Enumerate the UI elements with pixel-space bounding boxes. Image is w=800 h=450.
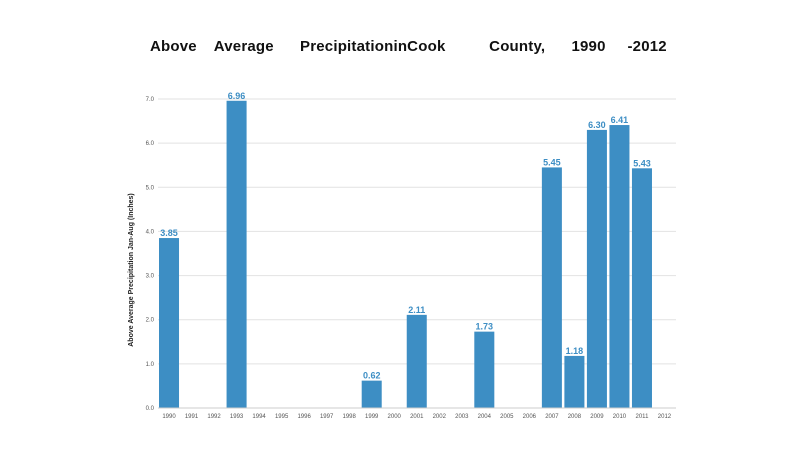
x-tick-label-2006: 2006: [523, 414, 537, 420]
chart-title: Above Average PrecipitationinCook County…: [150, 38, 667, 55]
x-tick-label-2012: 2012: [658, 414, 672, 420]
y-tick-label: 4.0: [146, 229, 155, 235]
data-label-1993: 6.96: [228, 91, 246, 101]
x-tick-label-1997: 1997: [320, 414, 334, 420]
data-label-2001: 2.11: [408, 305, 425, 315]
x-tick-label-1991: 1991: [185, 414, 199, 420]
bar-1990: [159, 238, 180, 408]
y-axis-ticks: 0.0 1.0 2.0 3.0 4.0 5.0 6.0 7.0: [146, 97, 155, 412]
x-tick-label-1994: 1994: [252, 414, 266, 420]
x-tick-label-2004: 2004: [478, 414, 492, 420]
y-axis-title: Above Average Precipitation Jan-Aug (Inc…: [128, 193, 135, 347]
x-tick-label-1999: 1999: [365, 414, 379, 420]
data-label-2007: 5.45: [543, 157, 561, 167]
x-tick-label-1998: 1998: [343, 414, 357, 420]
x-tick-label-2008: 2008: [568, 414, 582, 420]
y-tick-label: 7.0: [146, 97, 155, 103]
bar-2011: [631, 168, 652, 408]
y-tick-label: 6.0: [146, 141, 155, 147]
data-label-2004: 1.73: [476, 322, 494, 332]
x-tick-label-2003: 2003: [455, 414, 469, 420]
x-tick-label-2007: 2007: [545, 414, 559, 420]
bar-2008: [564, 355, 585, 408]
y-tick-label: 1.0: [146, 362, 155, 368]
data-label-2010: 6.41: [611, 115, 629, 125]
x-tick-label-1990: 1990: [162, 414, 176, 420]
x-tick-label-1996: 1996: [297, 414, 311, 420]
y-tick-label: 5.0: [146, 185, 155, 191]
data-label-2009: 6.30: [588, 120, 606, 130]
x-axis-ticks: 1990 1991 1992 1993 1994 1995 1996 1997 1998 1999…: [162, 414, 671, 420]
bar-2007: [541, 167, 562, 408]
y-tick-label: 0.0: [146, 406, 155, 412]
x-tick-label-1993: 1993: [230, 414, 244, 420]
data-label-2011: 5.43: [633, 158, 651, 168]
bars: [159, 100, 652, 409]
x-tick-label-2000: 2000: [388, 414, 402, 420]
bar-1999: [361, 380, 382, 408]
data-label-1999: 0.62: [363, 371, 381, 381]
x-tick-label-1992: 1992: [207, 414, 221, 420]
bar-2001: [406, 314, 427, 408]
x-tick-label-2001: 2001: [410, 414, 424, 420]
y-tick-label: 3.0: [146, 274, 155, 280]
data-label-2008: 1.18: [566, 346, 584, 356]
x-tick-label-1995: 1995: [275, 414, 289, 420]
x-tick-label-2002: 2002: [433, 414, 447, 420]
x-tick-label-2010: 2010: [613, 414, 627, 420]
y-tick-label: 2.0: [146, 318, 155, 324]
data-label-1990: 3.85: [160, 228, 178, 238]
x-tick-label-2009: 2009: [590, 414, 604, 420]
bar-2004: [474, 331, 495, 408]
bar-2009: [586, 129, 607, 408]
x-tick-label-2005: 2005: [500, 414, 514, 420]
bar-1993: [226, 100, 247, 408]
bar-2010: [609, 125, 630, 409]
data-labels: 3.85 6.96 0.62 2.11 1.73 5.45 1.18 6.30 6.41 5.43: [160, 91, 650, 381]
x-tick-label-2011: 2011: [636, 414, 650, 420]
